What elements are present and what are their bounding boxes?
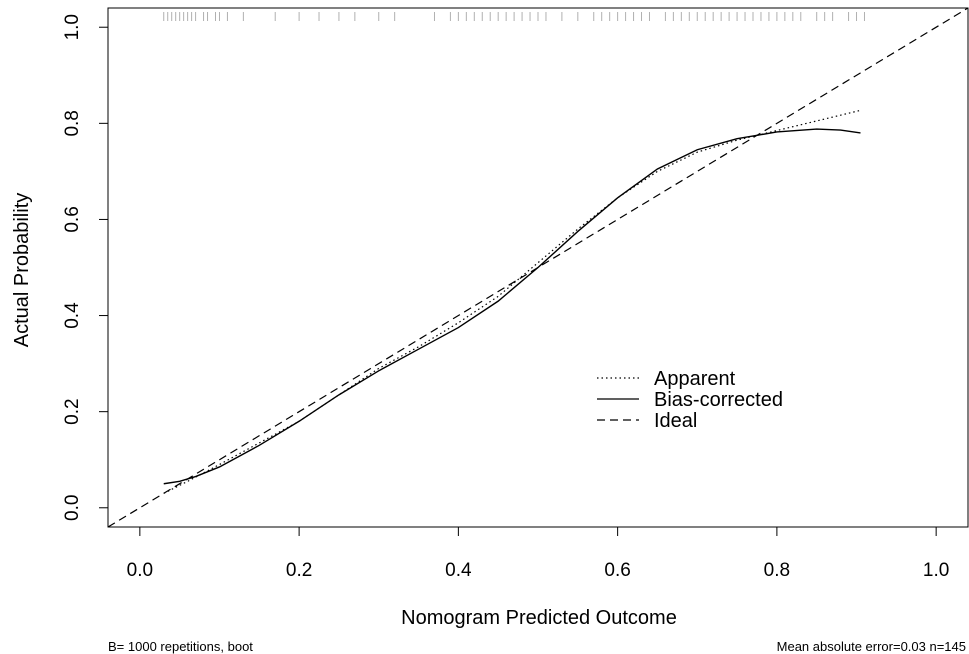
y-tick-label-4: 0.8 bbox=[62, 110, 83, 136]
legend-label-apparent: Apparent bbox=[654, 368, 736, 390]
series-line-apparent bbox=[163, 109, 861, 494]
series-line-bias-corrected bbox=[163, 128, 861, 485]
y-tick-label-5: 1.0 bbox=[62, 14, 83, 40]
x-tick-label-5: 1.0 bbox=[923, 560, 949, 581]
x-tick-label-4: 0.8 bbox=[764, 560, 790, 581]
legend-label-bias-corrected: Bias-corrected bbox=[654, 389, 783, 411]
ideal-series bbox=[107, 7, 969, 528]
rug-marks bbox=[163, 12, 865, 21]
x-axis: 0.0 0.2 0.4 0.6 0.8 1.0 bbox=[127, 527, 949, 581]
footer-right: Mean absolute error=0.03 n=145 bbox=[777, 639, 966, 654]
y-axis-title: Actual Probability bbox=[11, 193, 33, 348]
x-tick-label-1: 0.2 bbox=[286, 560, 312, 581]
legend-label-ideal: Ideal bbox=[654, 410, 697, 432]
plot-frame bbox=[107, 7, 969, 528]
series-line-ideal bbox=[107, 7, 969, 528]
y-tick-label-2: 0.4 bbox=[62, 302, 83, 329]
x-tick-label-0: 0.0 bbox=[127, 560, 153, 581]
x-tick-label-3: 0.6 bbox=[604, 560, 630, 581]
y-tick-label-1: 0.2 bbox=[62, 398, 83, 424]
footer-left: B= 1000 repetitions, boot bbox=[108, 639, 253, 654]
y-axis: 0.0 0.2 0.4 0.6 0.8 1.0 bbox=[62, 14, 108, 521]
x-tick-label-2: 0.4 bbox=[445, 560, 472, 581]
y-tick-label-3: 0.6 bbox=[62, 206, 83, 232]
x-axis-title: Nomogram Predicted Outcome bbox=[401, 607, 677, 629]
y-tick-label-0: 0.0 bbox=[62, 495, 83, 521]
series-lines bbox=[163, 109, 861, 494]
